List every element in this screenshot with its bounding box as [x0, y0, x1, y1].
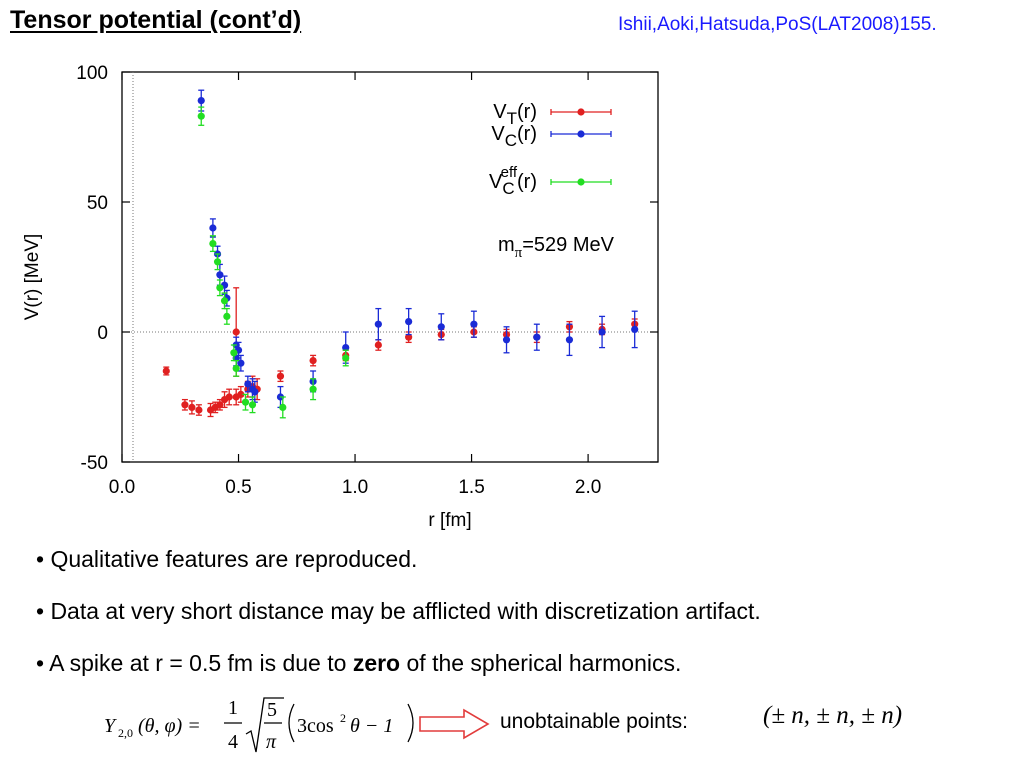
- unobtainable-points: (± n, ± n, ± n): [763, 702, 903, 729]
- data-point: [237, 359, 245, 367]
- y-tick-label: -50: [81, 453, 108, 474]
- data-point: [405, 333, 413, 341]
- legend-label: VT(r): [493, 101, 537, 128]
- bullet-3: • A spike at r = 0.5 fm is due to zero o…: [36, 650, 761, 702]
- data-point: [241, 398, 250, 406]
- data-point: [237, 390, 245, 398]
- formula-paren-body-b: θ − 1: [350, 715, 393, 737]
- slide-title: Tensor potential (cont’d): [10, 6, 302, 34]
- formula-frac2-den: π: [266, 731, 277, 753]
- right-arrow-icon: [419, 708, 490, 740]
- data-point: [309, 357, 317, 365]
- data-point: [232, 364, 240, 372]
- formula-paren-sup: 2: [340, 711, 346, 725]
- legend-marker: [577, 108, 585, 116]
- data-point: [374, 320, 382, 328]
- data-point: [502, 336, 511, 344]
- data-point: [565, 336, 574, 344]
- data-point: [598, 328, 606, 336]
- data-point: [230, 349, 238, 357]
- data-point: [209, 224, 217, 232]
- data-point: [197, 112, 205, 120]
- y-axis-label: V(r) [MeV]: [22, 234, 43, 321]
- reference-citation: Ishii,Aoki,Hatsuda,PoS(LAT2008)155.: [618, 14, 937, 35]
- data-point: [470, 320, 478, 328]
- mass-annotation: mπ=529 MeV: [498, 234, 615, 261]
- formula-lhs-subscript: 2,0: [118, 726, 133, 740]
- data-point: [225, 393, 233, 401]
- bullet-3-bold: zero: [352, 650, 401, 676]
- data-point: [631, 325, 639, 333]
- data-point: [223, 312, 231, 320]
- data-point: [213, 258, 222, 266]
- formula-frac1-num: 1: [228, 697, 238, 719]
- x-tick-label: 1.5: [458, 477, 484, 498]
- data-point: [220, 297, 229, 305]
- data-point: [309, 385, 317, 393]
- legend-marker: [577, 178, 585, 186]
- x-axis-label: r [fm]: [428, 510, 471, 531]
- data-point: [437, 323, 445, 331]
- x-tick-label: 2.0: [575, 477, 601, 498]
- data-point: [181, 401, 189, 409]
- data-point: [188, 403, 196, 411]
- y-tick-label: 0: [97, 323, 108, 344]
- legend-marker: [577, 130, 585, 138]
- data-point: [533, 333, 541, 341]
- data-point: [216, 284, 224, 292]
- data-point: [276, 372, 285, 380]
- data-point: [374, 341, 382, 349]
- bullet-list: • Qualitative features are reproduced. •…: [36, 546, 761, 702]
- spherical-harmonic-formula: Y 2,0 (θ, φ) = 1 4 5 π 3cos 2 θ − 1: [104, 697, 414, 753]
- formula-sqrt-sign: [245, 697, 284, 753]
- data-point: [248, 401, 257, 409]
- bullet-2-text: • Data at very short distance may be aff…: [36, 598, 761, 624]
- bullet-3-text: • A spike at r = 0.5 fm is due to: [36, 650, 353, 676]
- y-tick-label: 50: [87, 193, 108, 214]
- unobtainable-label: unobtainable points:: [500, 710, 688, 733]
- formula-lhs-args: (θ, φ) =: [138, 715, 201, 737]
- formula-paren-body-a: 3cos: [297, 715, 334, 737]
- data-point: [244, 380, 252, 388]
- data-point: [195, 406, 203, 414]
- formula-paren-right: [407, 703, 414, 743]
- data-point: [251, 388, 259, 396]
- x-tick-label: 1.0: [342, 477, 368, 498]
- x-tick-label: 0.0: [109, 477, 135, 498]
- data-point: [342, 354, 350, 362]
- formula-lhs: Y: [104, 715, 117, 737]
- formula-frac1-den: 4: [228, 731, 238, 753]
- bullet-1: • Qualitative features are reproduced.: [36, 546, 761, 598]
- data-point: [279, 403, 287, 411]
- formula-paren-left: [288, 703, 295, 743]
- data-point: [405, 318, 413, 326]
- y-tick-label: 100: [76, 63, 108, 84]
- bullet-1-text: • Qualitative features are reproduced.: [36, 546, 418, 572]
- data-point: [162, 367, 170, 375]
- data-point: [209, 240, 217, 248]
- bullet-2: • Data at very short distance may be aff…: [36, 598, 761, 650]
- formula-frac2-num: 5: [267, 699, 277, 721]
- legend-label: VCeff(r): [489, 164, 537, 198]
- data-point: [216, 271, 224, 279]
- x-tick-label: 0.5: [225, 477, 251, 498]
- plot-frame: [121, 71, 659, 463]
- data-point: [232, 328, 240, 336]
- bullet-3-suffix: of the spherical harmonics.: [400, 650, 682, 676]
- data-point: [197, 97, 205, 105]
- data-point: [216, 401, 224, 409]
- data-point: [342, 344, 350, 352]
- legend-label: VC(r): [491, 123, 537, 150]
